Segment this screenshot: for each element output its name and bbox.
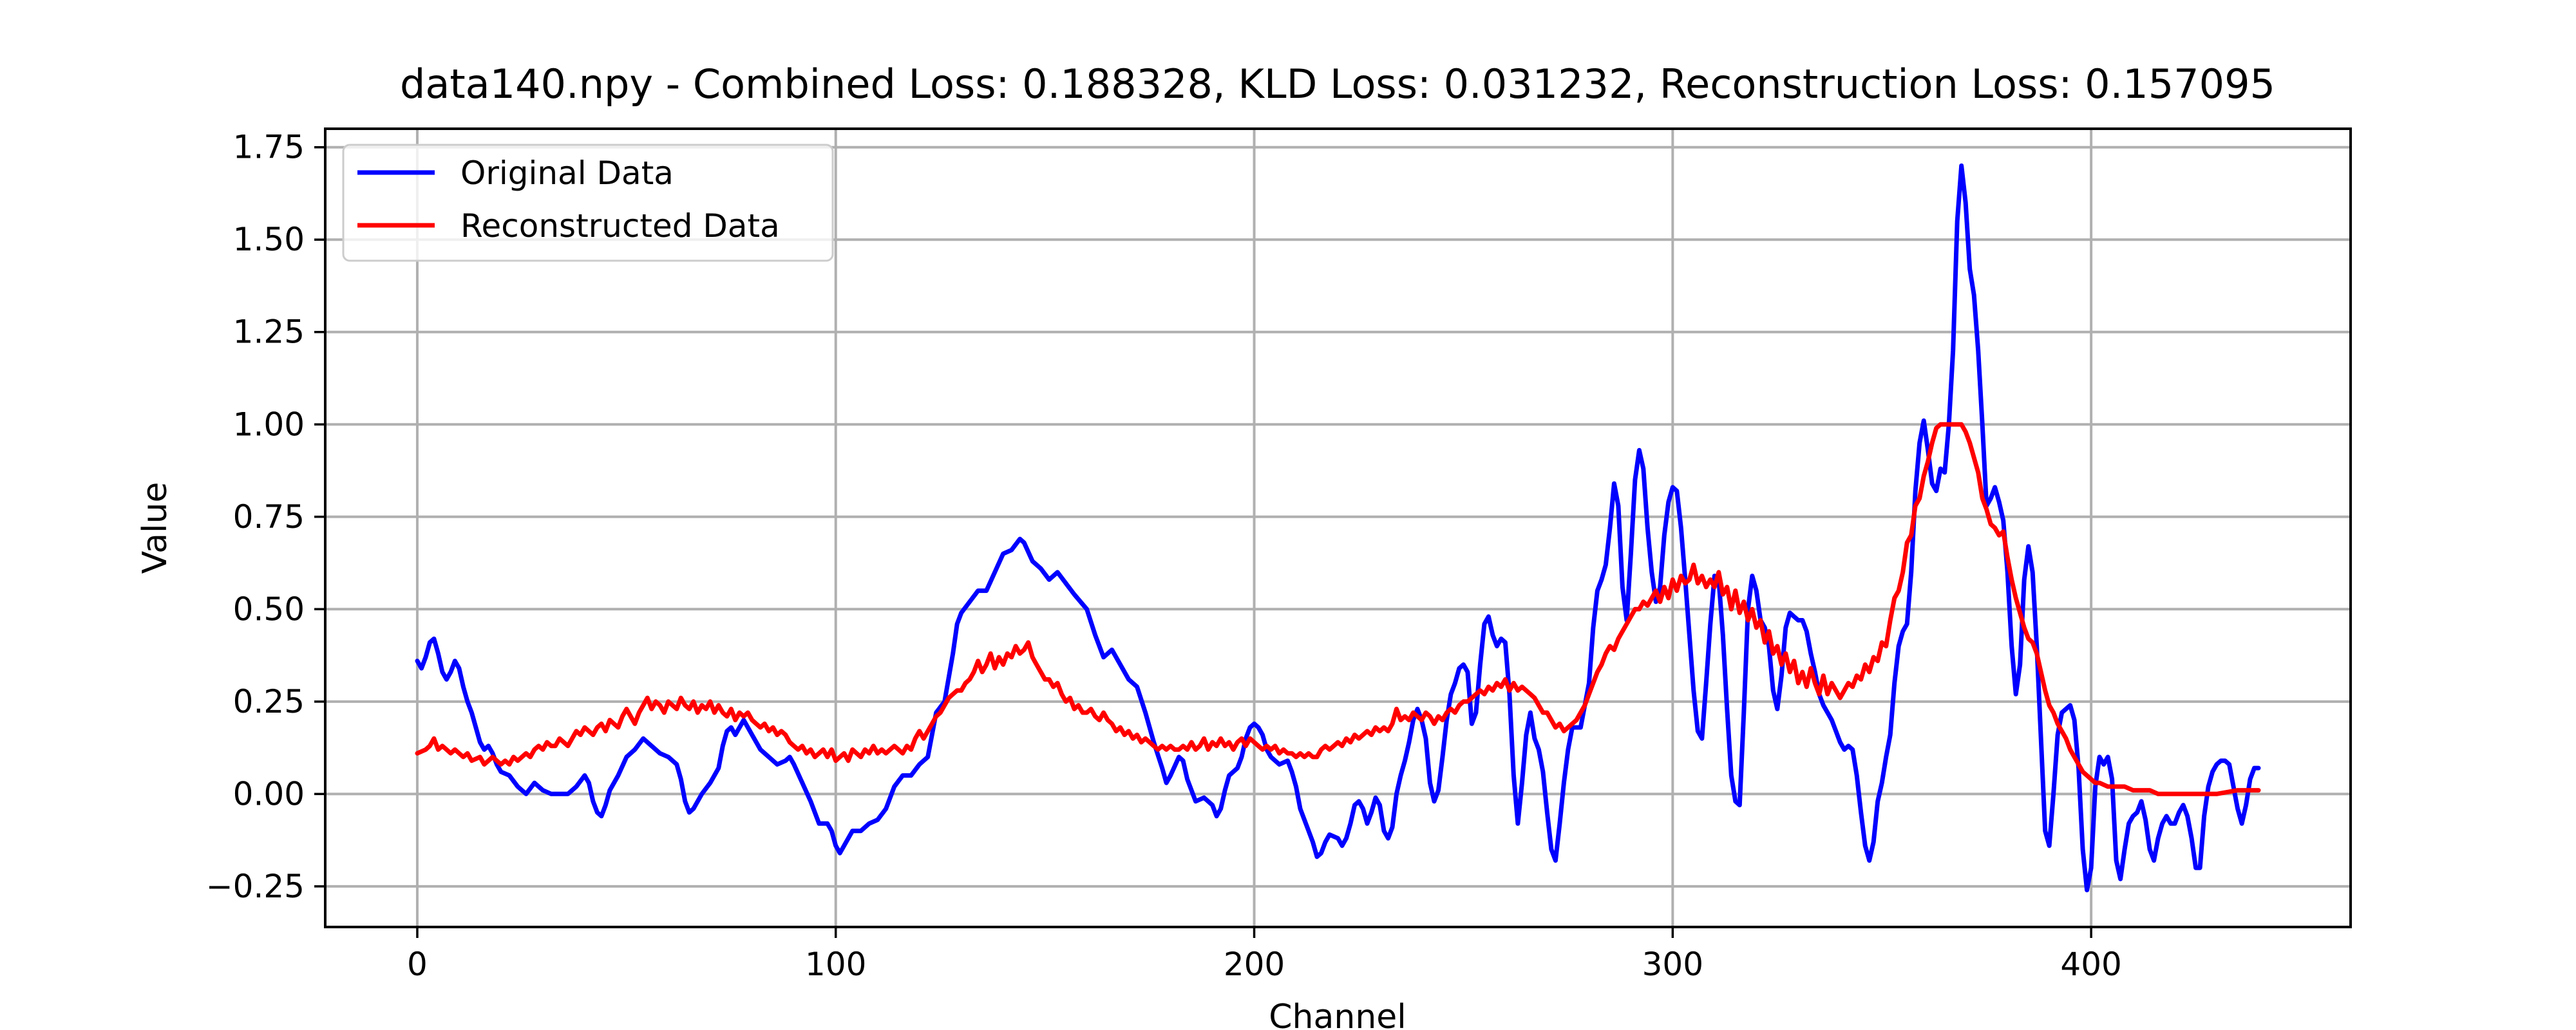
chart-title: data140.npy - Combined Loss: 0.188328, K… <box>400 61 2275 108</box>
x-tick-label: 400 <box>2060 946 2121 983</box>
y-tick-label: 0.25 <box>233 683 305 720</box>
x-tick-label: 0 <box>407 946 428 983</box>
series-line-original <box>415 163 2261 893</box>
y-axis: −0.25 0.00 0.25 0.50 0.75 1.00 1.25 1.50 1.75 <box>206 129 325 905</box>
grid <box>325 129 2351 927</box>
y-axis-title: Value <box>136 482 175 574</box>
x-tick-label: 200 <box>1224 946 1285 983</box>
y-tick-label: −0.25 <box>206 868 305 905</box>
x-axis: 0 100 200 300 400 <box>407 927 2122 983</box>
legend-frame <box>342 144 834 262</box>
y-tick-label: 0.50 <box>233 590 305 628</box>
series-line-reconstructed <box>415 422 2261 796</box>
y-tick-label: 1.25 <box>233 314 305 351</box>
x-axis-title: Channel <box>1269 998 1406 1030</box>
y-tick-label: 0.75 <box>233 498 305 536</box>
y-tick-label: 1.00 <box>233 406 305 443</box>
y-tick-label: 1.50 <box>233 221 305 258</box>
legend-label-reconstructed: Reconstructed Data <box>460 207 780 245</box>
axes-frame <box>324 127 2352 928</box>
x-tick-label: 300 <box>1642 946 1703 983</box>
legend: Original Data Reconstructed Data <box>342 144 834 262</box>
plot-area <box>415 163 2261 893</box>
legend-label-original: Original Data <box>460 154 674 192</box>
x-tick-label: 100 <box>805 946 866 983</box>
y-tick-label: 0.00 <box>233 775 305 812</box>
y-tick-label: 1.75 <box>233 129 305 166</box>
